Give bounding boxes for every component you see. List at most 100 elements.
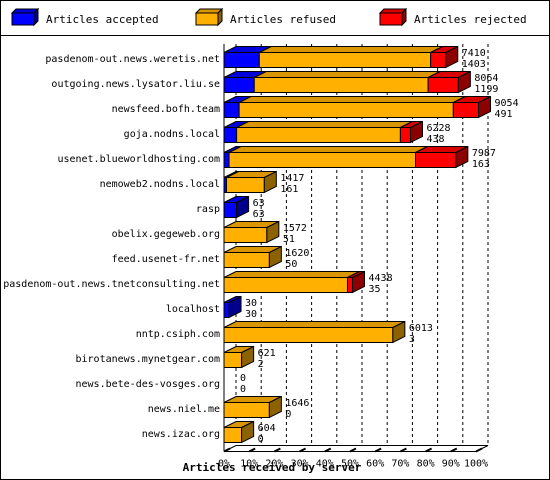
value-label-secondary: 1403 bbox=[462, 59, 486, 70]
bar-segment-accepted bbox=[223, 102, 240, 118]
value-label-secondary: 438 bbox=[426, 134, 444, 145]
category-label: outgoing.news.lysator.liu.se bbox=[51, 79, 220, 90]
value-label-secondary: 0 bbox=[285, 409, 291, 420]
value-label-total: 1572 bbox=[283, 223, 307, 234]
value-label-total: 7410 bbox=[462, 48, 486, 59]
bar-segment-accepted bbox=[223, 152, 230, 168]
x-tick-mark bbox=[223, 447, 231, 453]
x-axis-label: Articles received by server bbox=[183, 461, 362, 474]
bar-segment-top bbox=[254, 71, 441, 78]
x-tick-label: 70% bbox=[391, 459, 409, 470]
bar-segment-rejected bbox=[427, 77, 459, 93]
bar-group bbox=[223, 45, 459, 69]
x-tick-label: 10% bbox=[240, 459, 258, 470]
value-label-secondary: 161 bbox=[280, 184, 298, 195]
bar-group bbox=[223, 170, 277, 194]
value-label-total: 7987 bbox=[472, 148, 496, 159]
category-label: newsfeed.bofh.team bbox=[112, 104, 220, 115]
bar-side bbox=[241, 345, 255, 369]
bar-segment-top bbox=[236, 121, 413, 128]
bar-segment-rejected bbox=[399, 127, 411, 143]
bar-segment-rejected bbox=[415, 152, 457, 168]
bar-group bbox=[223, 320, 406, 344]
x-tick-label: 100% bbox=[464, 459, 488, 470]
bar-segment-top bbox=[223, 271, 360, 278]
bar-side bbox=[478, 95, 492, 119]
bar-side bbox=[268, 395, 282, 419]
bar-side bbox=[457, 70, 471, 94]
x-tick-label: 0% bbox=[218, 459, 230, 470]
bar-group bbox=[223, 420, 255, 444]
category-label: birotanews.mynetgear.com bbox=[76, 354, 221, 365]
value-label-secondary: 30 bbox=[245, 309, 257, 320]
category-label: rasp bbox=[196, 204, 220, 215]
value-label-secondary: 163 bbox=[472, 159, 490, 170]
x-tick-label: 90% bbox=[442, 459, 460, 470]
value-label-total: 604 bbox=[258, 423, 276, 434]
legend-swatch bbox=[195, 12, 219, 26]
bar-side bbox=[263, 170, 277, 194]
bar-group bbox=[223, 220, 280, 244]
value-label-total: 0 bbox=[240, 373, 246, 384]
x-tick-label: 30% bbox=[291, 459, 309, 470]
legend-item: Articles rejected bbox=[378, 7, 527, 27]
bar-segment-refused bbox=[223, 227, 268, 243]
category-label: feed.usenet-fr.net bbox=[112, 254, 220, 265]
x-tick-mark bbox=[374, 447, 382, 453]
x-tick-mark bbox=[299, 447, 307, 453]
x-tick-mark bbox=[399, 447, 407, 453]
value-label-total: 9054 bbox=[495, 98, 519, 109]
bar-group bbox=[223, 70, 471, 94]
bar-segment-refused bbox=[223, 402, 270, 418]
value-label-total: 6013 bbox=[409, 323, 433, 334]
bar-segment-refused bbox=[258, 52, 432, 68]
category-label: pasdenom-out.news.tnetconsulting.net bbox=[3, 279, 220, 290]
value-label-total: 1646 bbox=[285, 398, 309, 409]
category-label: localhost bbox=[166, 304, 220, 315]
x-tick-mark bbox=[425, 447, 433, 453]
bar-group bbox=[223, 95, 492, 119]
bar-segment-accepted bbox=[223, 52, 260, 68]
bar-segment-rejected bbox=[346, 277, 354, 293]
legend-item: Articles refused bbox=[194, 7, 336, 27]
value-label-secondary: 35 bbox=[369, 284, 381, 295]
bar-segment-top bbox=[223, 321, 406, 328]
x-axis: 0% 10% 20% 30% 40% 50% 60% 70% 80% 90% 100% bbox=[218, 44, 489, 470]
bar-segment-accepted bbox=[223, 302, 230, 318]
bar-group bbox=[223, 270, 366, 294]
x-tick-label: 50% bbox=[341, 459, 359, 470]
bar-side bbox=[241, 420, 255, 444]
bar-segment-refused bbox=[223, 352, 243, 368]
value-label-total: 1620 bbox=[285, 248, 309, 259]
bar-segment-refused bbox=[236, 127, 401, 143]
value-label-total: 1417 bbox=[280, 173, 304, 184]
x-tick-mark bbox=[349, 447, 357, 453]
category-label: nntp.csiph.com bbox=[136, 329, 220, 340]
category-label: pasdenom-out.news.weretis.net bbox=[45, 54, 220, 65]
bar-side bbox=[236, 195, 250, 219]
value-label-total: 30 bbox=[245, 298, 257, 309]
category-label: news.bete-des-vosges.org bbox=[76, 379, 221, 390]
bar-segment-refused bbox=[238, 102, 454, 118]
category-label: news.niel.me bbox=[148, 404, 220, 415]
value-label-total: 4438 bbox=[369, 273, 393, 284]
bar-side bbox=[455, 145, 469, 169]
x-tick-label: 40% bbox=[316, 459, 334, 470]
axis-floor bbox=[223, 445, 489, 452]
value-label-secondary: 491 bbox=[495, 109, 513, 120]
bar-side bbox=[409, 120, 423, 144]
bar-segment-accepted bbox=[223, 202, 238, 218]
bar-segment-refused bbox=[223, 277, 348, 293]
bar-segment-refused bbox=[223, 252, 270, 268]
value-label-total: 6228 bbox=[426, 123, 450, 134]
category-label: goja.nodns.local bbox=[124, 129, 220, 140]
x-tick-mark bbox=[273, 447, 281, 453]
x-tick-label: 60% bbox=[366, 459, 384, 470]
x-tick-label: 20% bbox=[265, 459, 283, 470]
legend-label: Articles accepted bbox=[46, 13, 159, 26]
x-tick-mark bbox=[248, 447, 256, 453]
bar-group bbox=[223, 195, 250, 219]
value-label-secondary: 0 bbox=[240, 384, 246, 395]
